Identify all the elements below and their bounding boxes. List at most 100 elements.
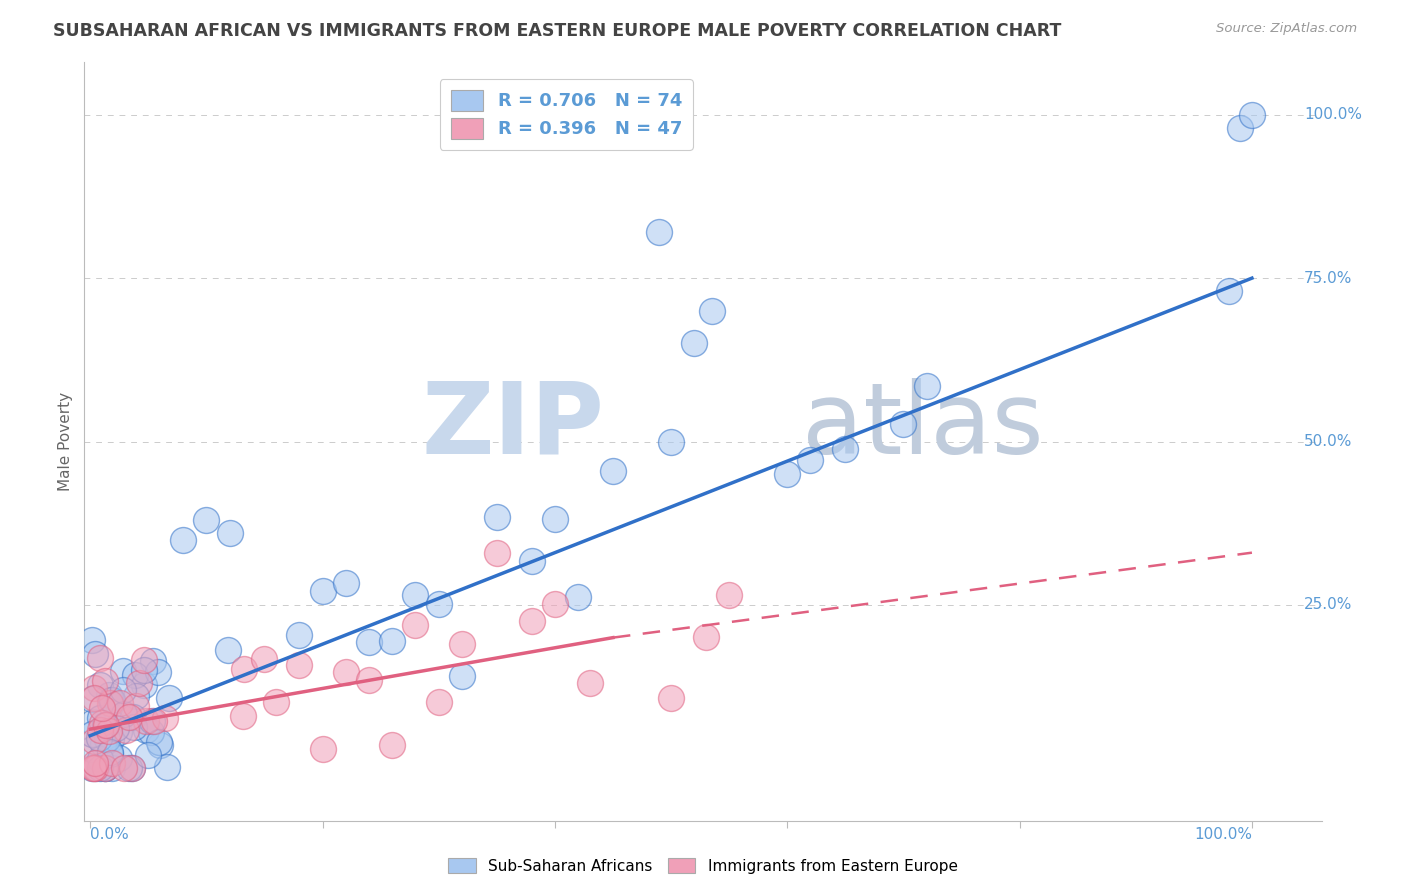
Point: [89, 761, 111, 775]
Point: [124, 699, 146, 714]
Point: [700, 303, 723, 318]
Point: [335, 575, 357, 590]
Point: [381, 738, 404, 752]
Point: [1240, 108, 1263, 122]
Point: [112, 664, 135, 678]
Point: [94, 761, 117, 775]
Point: [485, 510, 508, 524]
Text: 75.0%: 75.0%: [1305, 270, 1353, 285]
Point: [125, 689, 148, 703]
Text: SUBSAHARAN AFRICAN VS IMMIGRANTS FROM EASTERN EUROPE MALE POVERTY CORRELATION CH: SUBSAHARAN AFRICAN VS IMMIGRANTS FROM EA…: [53, 22, 1062, 40]
Point: [520, 614, 543, 628]
Point: [82, 727, 104, 741]
Legend: Sub-Saharan Africans, Immigrants from Eastern Europe: Sub-Saharan Africans, Immigrants from Ea…: [443, 852, 963, 880]
Point: [112, 761, 135, 775]
Point: [121, 761, 143, 775]
Point: [799, 452, 821, 467]
Point: [93, 673, 115, 688]
Point: [83, 761, 105, 775]
Point: [142, 714, 165, 728]
Point: [357, 673, 380, 687]
Point: [146, 665, 169, 679]
Point: [94, 718, 117, 732]
Point: [485, 546, 508, 560]
Point: [89, 678, 111, 692]
Point: [84, 647, 107, 661]
Point: [915, 379, 938, 393]
Point: [89, 752, 111, 766]
Point: [451, 637, 474, 651]
Point: [100, 732, 122, 747]
Point: [82, 742, 104, 756]
Point: [122, 710, 145, 724]
Point: [357, 634, 380, 648]
Point: [91, 737, 114, 751]
Point: [141, 714, 163, 729]
Point: [335, 665, 357, 679]
Legend: R = 0.706   N = 74, R = 0.396   N = 47: R = 0.706 N = 74, R = 0.396 N = 47: [440, 79, 693, 150]
Point: [427, 598, 450, 612]
Point: [83, 733, 105, 747]
Point: [100, 761, 122, 775]
Point: [128, 676, 150, 690]
Point: [84, 756, 107, 770]
Point: [118, 710, 141, 724]
Point: [311, 741, 333, 756]
Text: Source: ZipAtlas.com: Source: ZipAtlas.com: [1216, 22, 1357, 36]
Point: [97, 688, 120, 702]
Point: [82, 761, 104, 775]
Text: 25.0%: 25.0%: [1305, 598, 1353, 613]
Point: [96, 732, 118, 747]
Point: [253, 652, 276, 666]
Point: [83, 690, 105, 705]
Point: [232, 709, 254, 723]
Point: [83, 681, 105, 695]
Point: [288, 658, 311, 673]
Point: [233, 662, 256, 676]
Point: [111, 682, 134, 697]
Point: [98, 747, 121, 761]
Point: [683, 336, 706, 351]
Point: [89, 711, 111, 725]
Point: [122, 721, 145, 735]
Point: [124, 668, 146, 682]
Point: [98, 724, 121, 739]
Point: [134, 653, 156, 667]
Point: [105, 721, 128, 735]
Point: [94, 761, 117, 775]
Point: [567, 590, 589, 604]
Point: [132, 678, 155, 692]
Point: [172, 533, 194, 547]
Point: [139, 725, 162, 739]
Point: [135, 723, 157, 738]
Point: [381, 633, 404, 648]
Point: [98, 696, 121, 710]
Point: [648, 226, 671, 240]
Point: [155, 711, 177, 725]
Text: atlas: atlas: [801, 378, 1043, 475]
Point: [520, 554, 543, 568]
Text: ZIP: ZIP: [422, 378, 605, 475]
Point: [121, 761, 143, 775]
Point: [82, 761, 104, 775]
Text: 100.0%: 100.0%: [1194, 827, 1251, 842]
Point: [404, 618, 426, 632]
Point: [134, 663, 156, 677]
Point: [115, 723, 138, 738]
Point: [1218, 284, 1240, 298]
Point: [544, 598, 567, 612]
Point: [218, 526, 240, 541]
Point: [108, 751, 131, 765]
Point: [101, 693, 124, 707]
Point: [544, 512, 567, 526]
Point: [90, 715, 112, 730]
Text: 0.0%: 0.0%: [90, 827, 129, 842]
Point: [89, 723, 111, 738]
Point: [834, 442, 856, 456]
Point: [149, 738, 172, 752]
Point: [100, 714, 122, 729]
Point: [718, 588, 741, 602]
Point: [118, 761, 141, 775]
Point: [602, 464, 624, 478]
Point: [659, 434, 682, 449]
